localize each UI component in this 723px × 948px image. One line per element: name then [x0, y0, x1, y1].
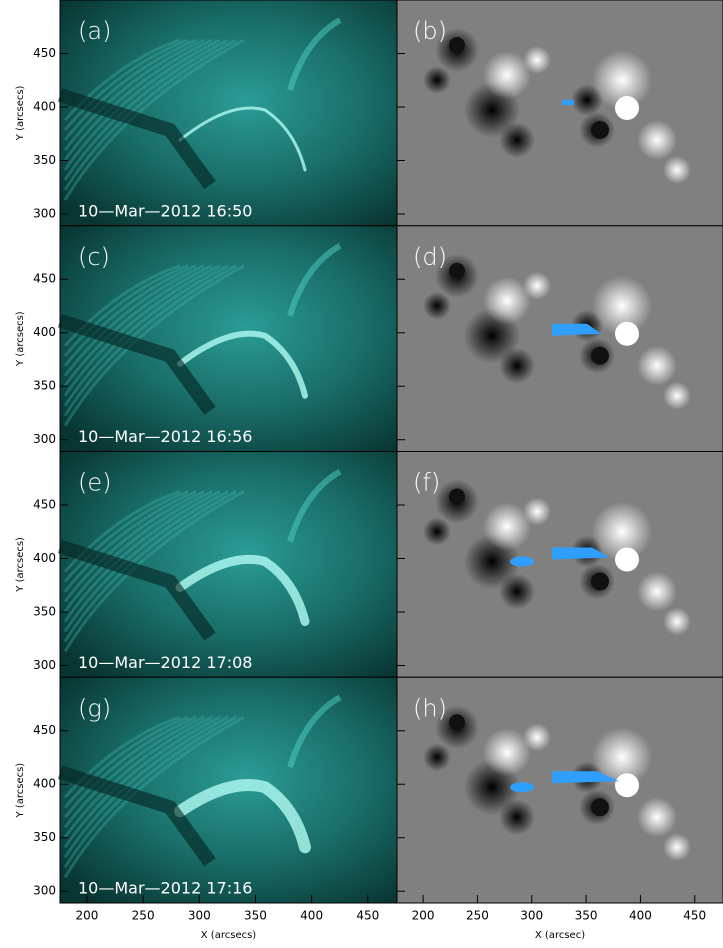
- timestamp: 10—Mar—2012 16:56: [78, 427, 252, 446]
- sunspot: [591, 798, 609, 816]
- y-tick-label: 300: [33, 658, 56, 672]
- y-tick-label: 350: [33, 153, 56, 167]
- neg-polarity: [499, 799, 535, 835]
- y-tick-label: 300: [33, 432, 56, 446]
- panel-label: (f): [413, 469, 440, 497]
- y-tick-label: 300: [33, 206, 56, 220]
- x-tick-label: 250: [466, 909, 489, 923]
- y-tick-label: 450: [33, 46, 56, 60]
- aia-panel: (g) 10—Mar—2012 17:16: [60, 677, 397, 903]
- x-tick-label: 200: [76, 909, 99, 923]
- panel-label: (h): [413, 694, 447, 722]
- y-tick-label: 400: [33, 325, 56, 339]
- aia-panel: (c) 10—Mar—2012 16:56: [60, 226, 397, 452]
- pos-polarity: [637, 572, 677, 612]
- pos-polarity: [523, 46, 551, 74]
- sunspot: [591, 121, 609, 139]
- sunspot: [449, 263, 465, 279]
- x-tick-label: 450: [356, 909, 379, 923]
- panel-label: (b): [413, 17, 447, 45]
- panel-label: (g): [78, 694, 111, 722]
- y-axis-label: Y (arcsecs): [15, 537, 26, 593]
- y-tick-label: 350: [33, 830, 56, 844]
- x-tick-label: 350: [244, 909, 267, 923]
- sunspot: [615, 96, 639, 120]
- hmi-panel: (d): [397, 226, 723, 452]
- sunspot: [449, 37, 465, 53]
- ribbon-mask: [562, 100, 574, 105]
- y-axis-label: Y (arcsecs): [15, 763, 26, 819]
- aia-panel: (a) 10—Mar—2012 16:50: [60, 0, 397, 226]
- y-tick-label: 400: [33, 99, 56, 113]
- pos-polarity: [637, 346, 677, 386]
- sunspot: [591, 347, 609, 365]
- timestamp: 10—Mar—2012 17:16: [78, 879, 252, 898]
- pos-polarity: [663, 382, 691, 410]
- neg-polarity: [499, 122, 535, 158]
- x-tick-label: 200: [412, 909, 435, 923]
- timestamp: 10—Mar—2012 16:50: [78, 201, 252, 220]
- sunspot: [615, 773, 639, 797]
- panel-label: (e): [78, 469, 112, 497]
- neg-polarity: [423, 743, 451, 771]
- y-tick-label: 450: [33, 272, 56, 286]
- x-tick-label: 400: [629, 909, 652, 923]
- x-axis-label: X (arcsecs): [201, 930, 257, 941]
- hmi-panel: (b): [397, 0, 723, 226]
- panel-label: (a): [78, 17, 111, 45]
- x-tick-label: 400: [300, 909, 323, 923]
- pos-polarity: [663, 156, 691, 184]
- pos-polarity: [523, 272, 551, 300]
- y-tick-label: 350: [33, 379, 56, 393]
- y-axis-label: Y (arcsecs): [15, 311, 26, 367]
- x-tick-label: 300: [188, 909, 211, 923]
- aia-panel: (e) 10—Mar—2012 17:08: [60, 452, 397, 678]
- neg-polarity: [423, 66, 451, 94]
- ribbon-mask: [510, 782, 534, 792]
- pos-polarity: [663, 608, 691, 636]
- pos-polarity: [637, 120, 677, 160]
- x-tick-label: 350: [575, 909, 598, 923]
- pos-polarity: [663, 833, 691, 861]
- figure: (a) 10—Mar—2012 16:50 (b) 300 350 400 450 Y (ar…: [0, 0, 723, 944]
- panel-label: (d): [413, 243, 447, 271]
- neg-polarity: [499, 348, 535, 384]
- ribbon-mask: [510, 557, 534, 567]
- sunspot: [449, 489, 465, 505]
- ribbon-mask: [562, 777, 574, 782]
- sunspot: [615, 548, 639, 572]
- y-tick-label: 300: [33, 884, 56, 898]
- pos-polarity: [637, 797, 677, 837]
- y-tick-label: 400: [33, 777, 56, 791]
- y-tick-label: 450: [33, 497, 56, 511]
- pos-polarity: [523, 723, 551, 751]
- sunspot: [591, 573, 609, 591]
- hmi-panel: (h): [397, 677, 723, 903]
- pos-polarity: [523, 498, 551, 526]
- x-tick-label: 250: [132, 909, 155, 923]
- hmi-panel: (f): [397, 452, 723, 678]
- neg-polarity: [423, 292, 451, 320]
- y-tick-label: 400: [33, 551, 56, 565]
- y-axis-label: Y (arcsecs): [15, 85, 26, 141]
- y-tick-label: 350: [33, 604, 56, 618]
- y-tick-label: 450: [33, 723, 56, 737]
- neg-polarity: [423, 518, 451, 546]
- sunspot: [449, 714, 465, 730]
- panel-label: (c): [78, 243, 110, 271]
- sunspot: [615, 322, 639, 346]
- ribbon-mask: [562, 552, 574, 557]
- x-tick-label: 450: [683, 909, 706, 923]
- timestamp: 10—Mar—2012 17:08: [78, 653, 252, 672]
- ribbon-mask: [562, 326, 574, 331]
- x-tick-label: 300: [520, 909, 543, 923]
- x-axis-label: X (arcsec): [535, 930, 585, 941]
- neg-polarity: [499, 574, 535, 610]
